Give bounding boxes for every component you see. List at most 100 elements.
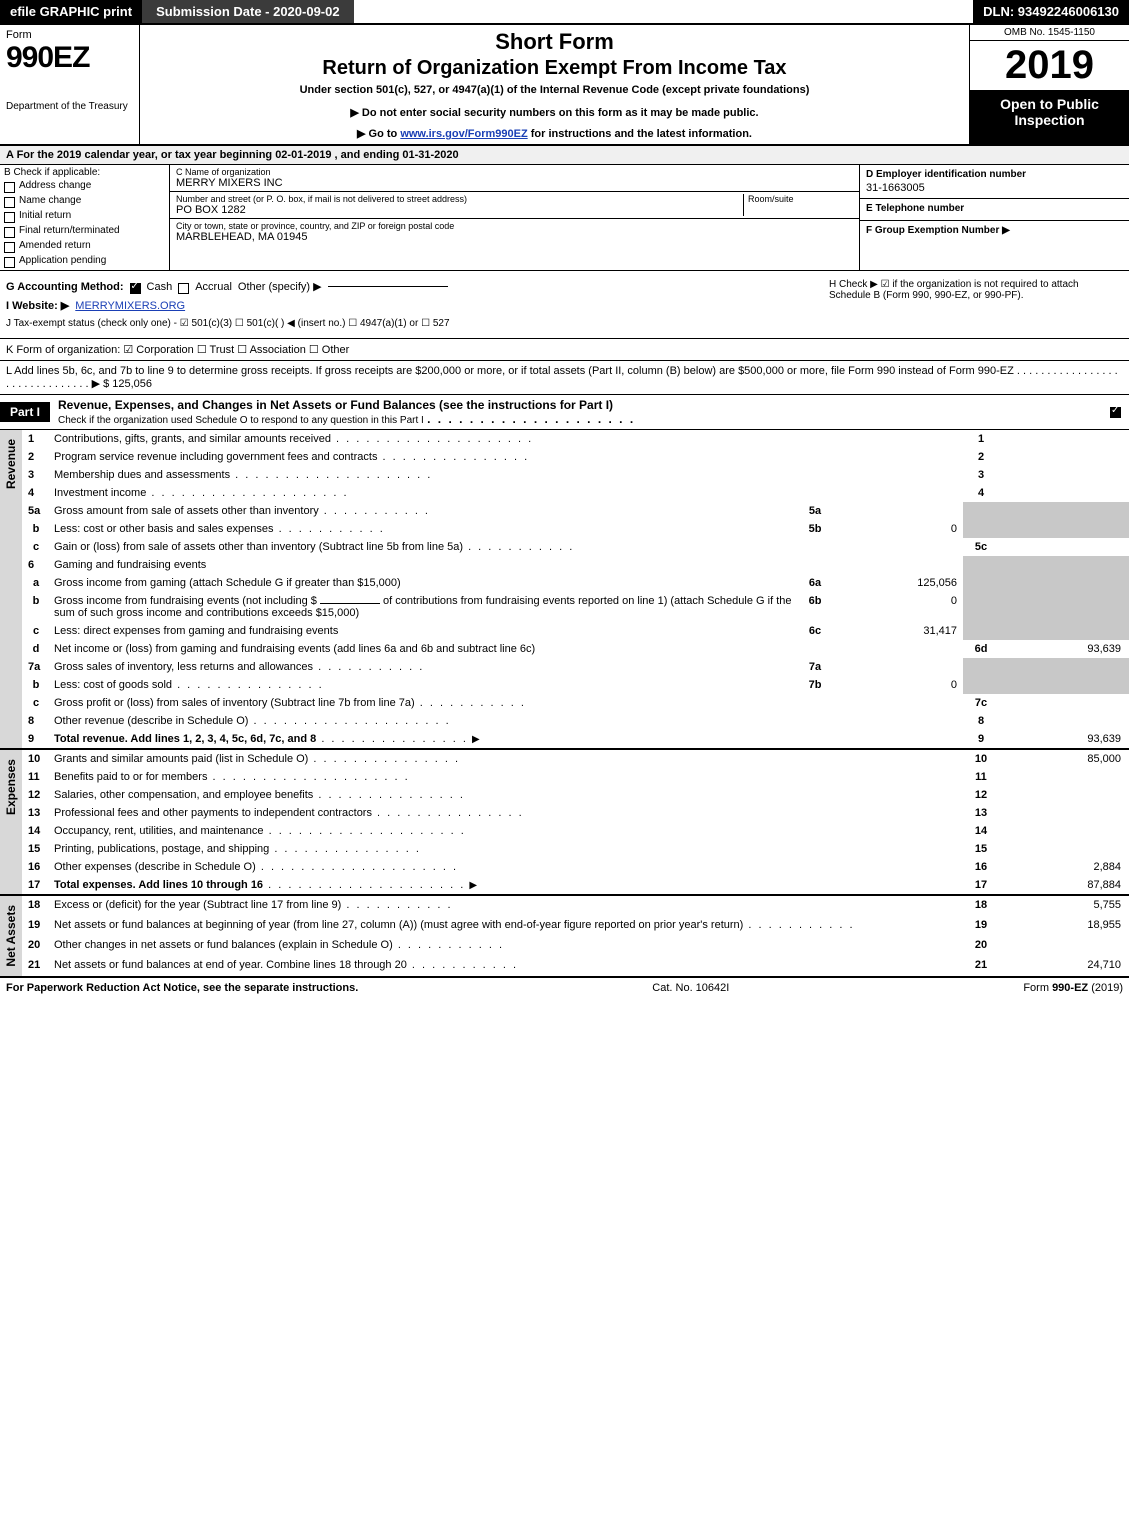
j-tax-exempt: J Tax-exempt status (check only one) - ☑… <box>6 318 450 329</box>
subtitle-ssn: ▶ Do not enter social security numbers o… <box>148 106 961 119</box>
tel-label: E Telephone number <box>866 203 1123 214</box>
line-4-rv <box>999 484 1129 502</box>
line-a-tax-year: A For the 2019 calendar year, or tax yea… <box>0 146 1129 165</box>
section-b: B Check if applicable: Address change Na… <box>0 165 170 270</box>
chk-application-pending[interactable] <box>4 257 15 268</box>
line-6b-sn: 6b <box>797 592 833 622</box>
title-return: Return of Organization Exempt From Incom… <box>148 57 961 80</box>
line-18-desc: Excess or (deficit) for the year (Subtra… <box>54 899 341 911</box>
line-4-rn: 4 <box>963 484 999 502</box>
i-label: I Website: ▶ <box>6 299 69 312</box>
line-14-num: 14 <box>22 822 50 840</box>
line-3-desc: Membership dues and assessments <box>54 469 230 481</box>
dln: DLN: 93492246006130 <box>973 0 1129 23</box>
ein-label: D Employer identification number <box>866 169 1123 180</box>
line-12-desc: Salaries, other compensation, and employ… <box>54 789 313 801</box>
line-6c-desc: Less: direct expenses from gaming and fu… <box>54 625 338 637</box>
footer-left: For Paperwork Reduction Act Notice, see … <box>6 982 358 994</box>
line-4-desc: Investment income <box>54 487 146 499</box>
irs-link[interactable]: www.irs.gov/Form990EZ <box>400 128 527 140</box>
line-3-rn: 3 <box>963 466 999 484</box>
line-6b-desc: Gross income from fundraising events (no… <box>54 595 317 607</box>
sidelabel-expenses: Expenses <box>4 753 18 821</box>
form-number: 990EZ <box>6 41 133 75</box>
line-3-num: 3 <box>22 466 50 484</box>
opt-name-change: Name change <box>19 195 81 206</box>
city-label: City or town, state or province, country… <box>176 221 853 231</box>
part-i-check: Check if the organization used Schedule … <box>58 415 424 426</box>
line-7a-desc: Gross sales of inventory, less returns a… <box>54 661 313 673</box>
part-i-tag: Part I <box>0 402 50 422</box>
opt-application-pending: Application pending <box>19 255 106 266</box>
opt-initial-return: Initial return <box>19 210 71 221</box>
chk-initial-return[interactable] <box>4 212 15 223</box>
line-6c-sn: 6c <box>797 622 833 640</box>
line-5b-sv: 0 <box>833 520 963 538</box>
omb-number: OMB No. 1545-1150 <box>970 25 1129 41</box>
line-15-rv <box>999 840 1129 858</box>
line-8-num: 8 <box>22 712 50 730</box>
website-link[interactable]: MERRYMIXERS.ORG <box>75 300 185 312</box>
line-7a-sn: 7a <box>797 658 833 676</box>
city: MARBLEHEAD, MA 01945 <box>176 231 853 243</box>
line-3-rv <box>999 466 1129 484</box>
line-10-desc: Grants and similar amounts paid (list in… <box>54 753 308 765</box>
opt-final-return: Final return/terminated <box>19 225 120 236</box>
line-6-num: 6 <box>22 556 50 574</box>
line-6-desc: Gaming and fundraising events <box>54 559 206 571</box>
line-18-rn: 18 <box>963 895 999 916</box>
line-14-rv <box>999 822 1129 840</box>
line-6c-sv: 31,417 <box>833 622 963 640</box>
chk-cash[interactable] <box>130 283 141 294</box>
line-6b-amount[interactable] <box>320 603 380 604</box>
line-6a-sv: 125,056 <box>833 574 963 592</box>
line-5a-rn-grey <box>963 502 999 520</box>
line-15-desc: Printing, publications, postage, and shi… <box>54 843 269 855</box>
line-17-rv: 87,884 <box>999 876 1129 895</box>
chk-final-return[interactable] <box>4 227 15 238</box>
line-9-rn: 9 <box>963 730 999 749</box>
chk-name-change[interactable] <box>4 197 15 208</box>
chk-accrual[interactable] <box>178 283 189 294</box>
line-5a-num: 5a <box>22 502 50 520</box>
street: PO BOX 1282 <box>176 204 743 216</box>
line-21-rv: 24,710 <box>999 956 1129 976</box>
org-name: MERRY MIXERS INC <box>176 177 853 189</box>
line-1-rn: 1 <box>963 430 999 448</box>
line-1-desc: Contributions, gifts, grants, and simila… <box>54 433 331 445</box>
group-exemption-label: F Group Exemption Number ▶ <box>866 225 1123 236</box>
line-9-desc: Total revenue. Add lines 1, 2, 3, 4, 5c,… <box>54 733 316 745</box>
line-19-desc: Net assets or fund balances at beginning… <box>54 919 743 931</box>
line-13-rn: 13 <box>963 804 999 822</box>
line-19-num: 19 <box>22 916 50 936</box>
line-16-rv: 2,884 <box>999 858 1129 876</box>
part-i-schedule-o-chk[interactable] <box>1110 407 1121 418</box>
chk-amended-return[interactable] <box>4 242 15 253</box>
line-21-desc: Net assets or fund balances at end of ye… <box>54 959 407 971</box>
page-footer: For Paperwork Reduction Act Notice, see … <box>0 976 1129 998</box>
line-6d-rn: 6d <box>963 640 999 658</box>
line-20-num: 20 <box>22 936 50 956</box>
g-other-input[interactable] <box>328 286 448 287</box>
line-6b-sv: 0 <box>833 592 963 622</box>
line-14-desc: Occupancy, rent, utilities, and maintena… <box>54 825 264 837</box>
line-20-desc: Other changes in net assets or fund bala… <box>54 939 393 951</box>
line-20-rn: 20 <box>963 936 999 956</box>
section-b-f: B Check if applicable: Address change Na… <box>0 165 1129 271</box>
line-7b-sn: 7b <box>797 676 833 694</box>
line-11-rv <box>999 768 1129 786</box>
line-5a-sn: 5a <box>797 502 833 520</box>
line-7b-desc: Less: cost of goods sold <box>54 679 172 691</box>
line-6d-num: d <box>22 640 50 658</box>
line-2-num: 2 <box>22 448 50 466</box>
sidelabel-revenue: Revenue <box>4 433 18 495</box>
line-16-rn: 16 <box>963 858 999 876</box>
line-7c-rn: 7c <box>963 694 999 712</box>
section-h: H Check ▶ ☑ if the organization is not r… <box>823 277 1123 303</box>
line-17-rn: 17 <box>963 876 999 895</box>
line-7b-sv: 0 <box>833 676 963 694</box>
chk-address-change[interactable] <box>4 182 15 193</box>
line-16-desc: Other expenses (describe in Schedule O) <box>54 861 256 873</box>
dept-treasury: Department of the Treasury <box>6 101 133 112</box>
form-header: Form 990EZ Department of the Treasury Sh… <box>0 25 1129 146</box>
